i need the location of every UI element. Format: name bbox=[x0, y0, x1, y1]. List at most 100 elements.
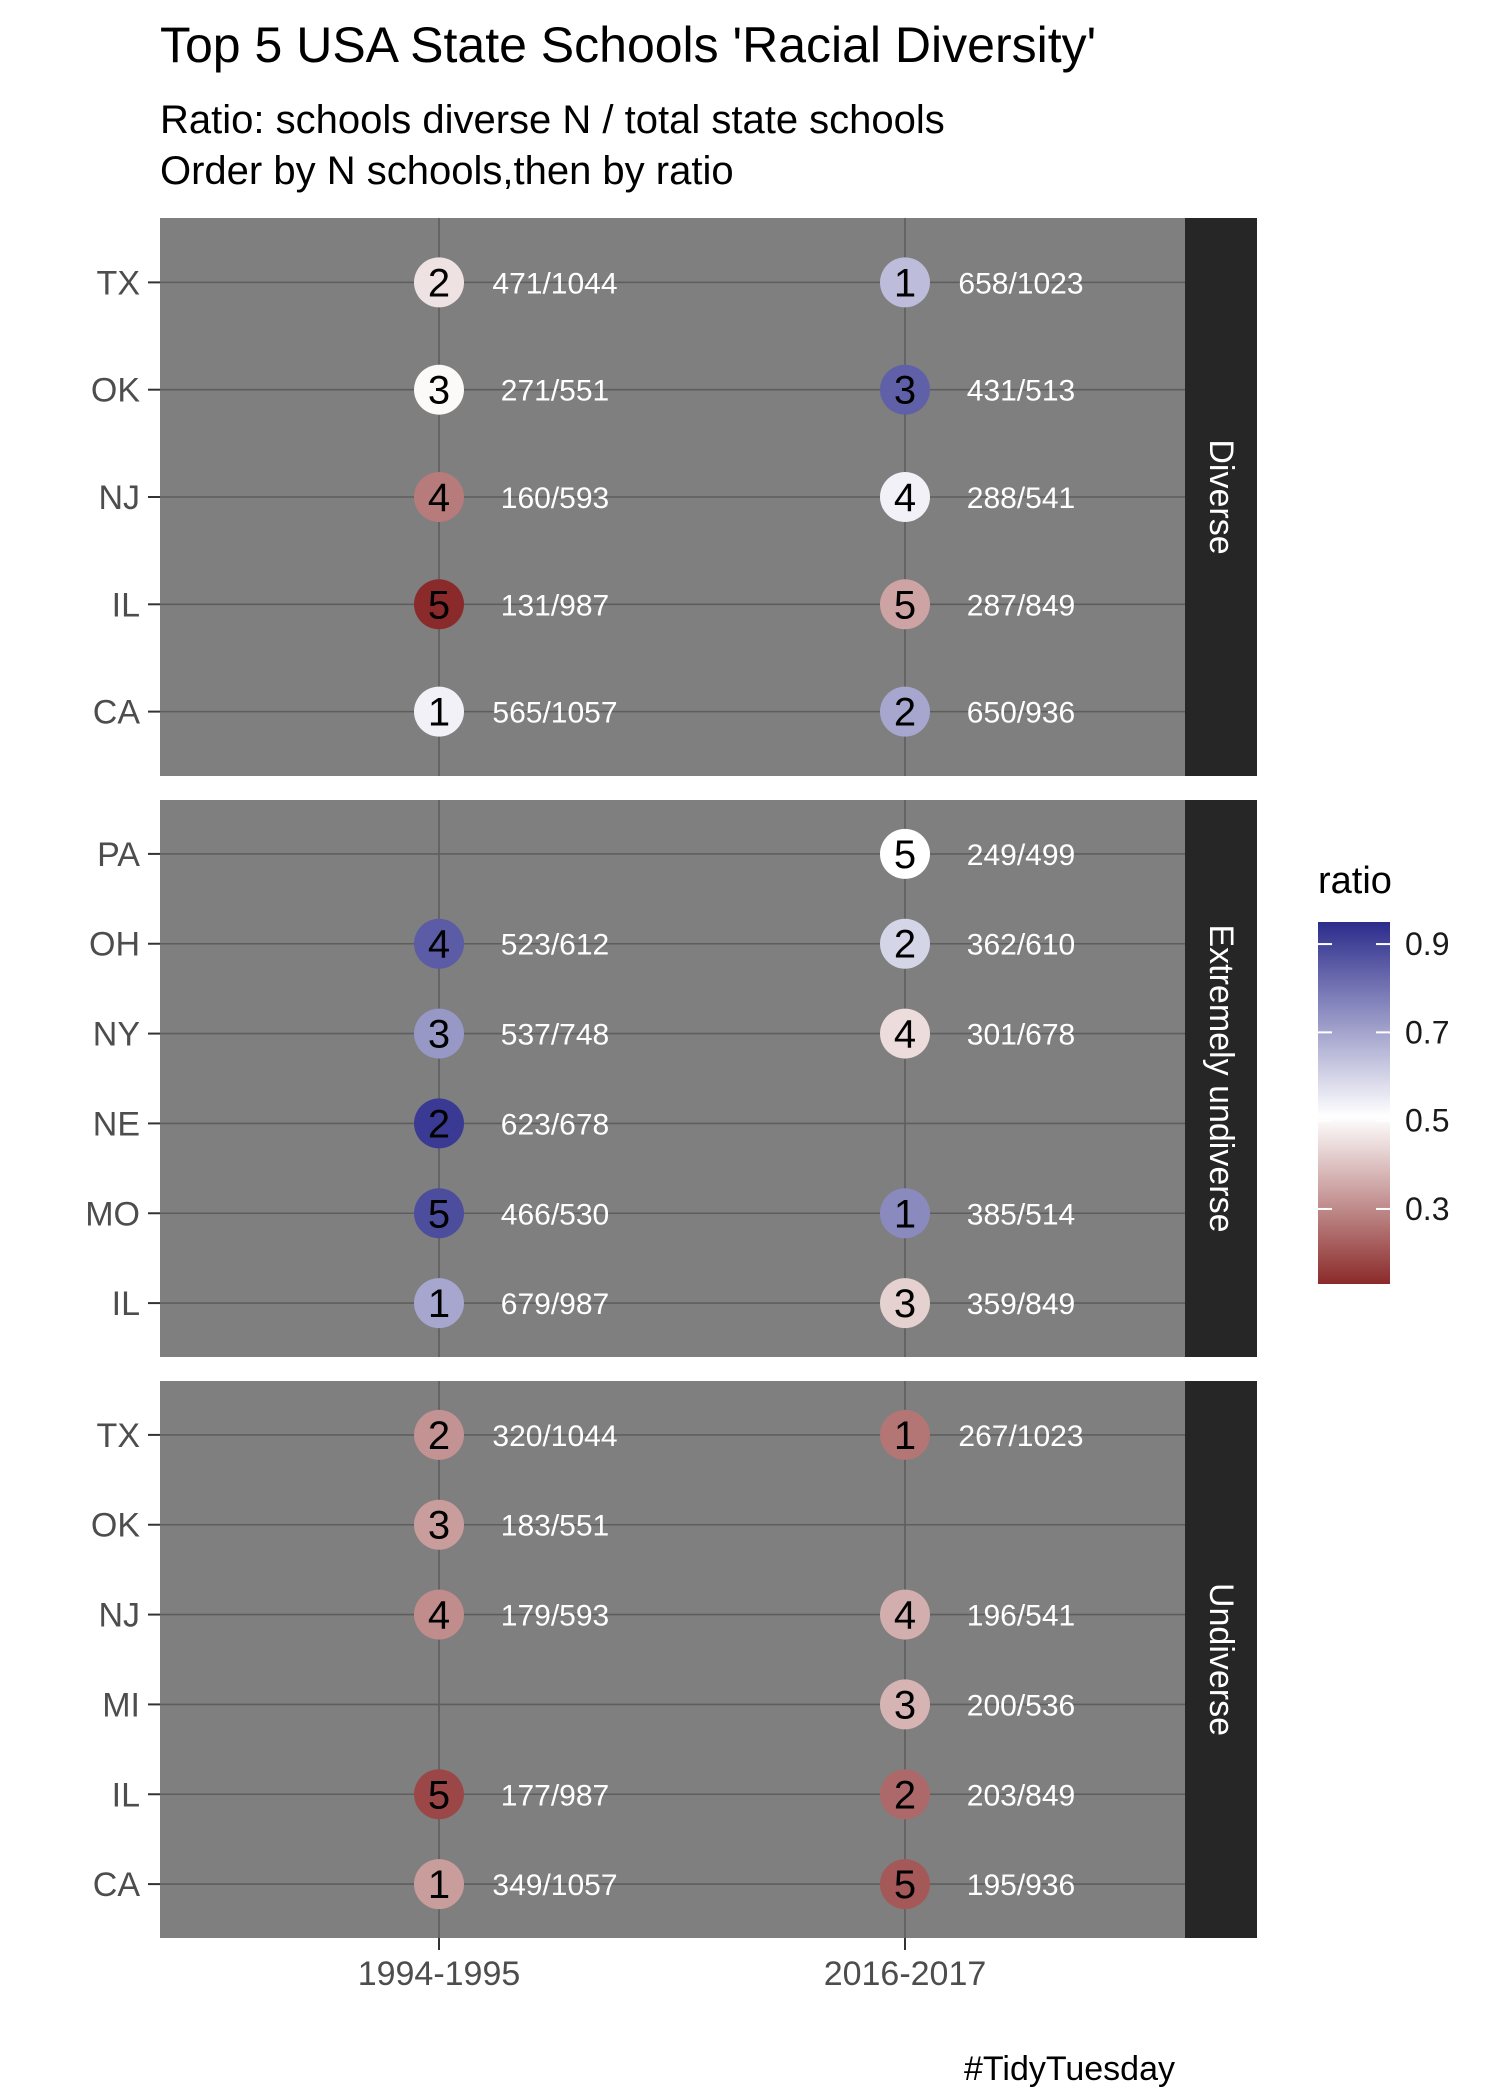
y-tick-label-ok: OK bbox=[91, 372, 140, 410]
point-il-1994-1995 bbox=[414, 579, 464, 630]
point-tx-1994-1995 bbox=[414, 257, 464, 308]
value-label-ok-1994-1995: 183/551 bbox=[501, 1510, 609, 1543]
facet-strip bbox=[1185, 218, 1257, 776]
value-label-il-1994-1995: 177/987 bbox=[501, 1779, 609, 1812]
facet-strip-label: Undiverse bbox=[1202, 1583, 1240, 1736]
y-tick-label-oh: OH bbox=[89, 926, 140, 964]
rank-label-nj-2016-2017: 4 bbox=[894, 476, 916, 520]
rank-label-mo-2016-2017: 1 bbox=[894, 1192, 916, 1236]
point-tx-2016-2017 bbox=[880, 257, 930, 308]
y-tick-label-mi: MI bbox=[102, 1686, 140, 1724]
value-label-ne-1994-1995: 623/678 bbox=[501, 1108, 609, 1141]
value-label-mi-2016-2017: 200/536 bbox=[967, 1689, 1075, 1722]
chart-title: Top 5 USA State Schools 'Racial Diversit… bbox=[160, 17, 1096, 73]
rank-label-oh-2016-2017: 2 bbox=[894, 923, 916, 967]
x-axis: 1994-1995 2016-2017 bbox=[358, 1938, 987, 1993]
chart-subtitle-line-1: Ratio: schools diverse N / total state s… bbox=[160, 98, 945, 142]
panel-background bbox=[160, 800, 1185, 1357]
rank-label-ca-2016-2017: 5 bbox=[894, 1863, 916, 1907]
point-il-2016-2017 bbox=[880, 579, 930, 630]
point-ca-2016-2017 bbox=[880, 686, 930, 737]
rank-label-nj-2016-2017: 4 bbox=[894, 1594, 916, 1638]
facet-strip-label: Extremely undiverse bbox=[1202, 924, 1240, 1232]
point-oh-2016-2017 bbox=[880, 918, 930, 969]
rank-label-tx-2016-2017: 1 bbox=[894, 261, 916, 305]
rank-label-nj-1994-1995: 4 bbox=[428, 1594, 450, 1638]
value-label-nj-1994-1995: 160/593 bbox=[501, 482, 609, 515]
rank-label-ok-1994-1995: 3 bbox=[428, 1504, 450, 1548]
y-tick-label-il: IL bbox=[112, 586, 140, 624]
y-tick-label-tx: TX bbox=[97, 1417, 140, 1455]
chart-subtitle-line-2: Order by N schools,then by ratio bbox=[160, 149, 734, 193]
rank-label-ny-2016-2017: 4 bbox=[894, 1013, 916, 1057]
facet-strip-label: Diverse bbox=[1202, 439, 1240, 554]
rank-label-pa-2016-2017: 5 bbox=[894, 833, 916, 877]
chart-caption: #TidyTuesday bbox=[964, 2050, 1175, 2088]
rank-label-il-1994-1995: 5 bbox=[428, 583, 450, 627]
point-ca-2016-2017 bbox=[880, 1859, 930, 1910]
value-label-oh-2016-2017: 362/610 bbox=[967, 929, 1075, 962]
panel-background bbox=[160, 1381, 1185, 1938]
rank-label-ok-1994-1995: 3 bbox=[428, 369, 450, 413]
facet-diverse: CA IL NJ OK TX Diverse 2 471/1044 3 271/551 4 160/5… bbox=[91, 218, 1257, 776]
value-label-ca-2016-2017: 195/936 bbox=[967, 1869, 1075, 1902]
point-nj-1994-1995 bbox=[414, 472, 464, 522]
rank-label-il-1994-1995: 1 bbox=[428, 1282, 450, 1326]
y-tick-label-ny: NY bbox=[93, 1016, 140, 1054]
y-tick-label-ne: NE bbox=[93, 1105, 140, 1143]
rank-label-ca-1994-1995: 1 bbox=[428, 691, 450, 735]
point-il-2016-2017 bbox=[880, 1769, 930, 1820]
rank-label-ca-1994-1995: 1 bbox=[428, 1863, 450, 1907]
x-tick-label-2016-2017: 2016-2017 bbox=[824, 1955, 987, 1993]
point-il-2016-2017 bbox=[880, 1278, 930, 1329]
y-tick-label-pa: PA bbox=[97, 836, 140, 874]
legend-tick-label-0-7: 0.7 bbox=[1405, 1014, 1449, 1050]
value-label-il-2016-2017: 287/849 bbox=[967, 589, 1075, 622]
value-label-tx-1994-1995: 471/1044 bbox=[492, 267, 617, 300]
rank-label-tx-1994-1995: 2 bbox=[428, 261, 450, 305]
value-label-nj-2016-2017: 288/541 bbox=[967, 482, 1075, 515]
value-label-oh-1994-1995: 523/612 bbox=[501, 929, 609, 962]
rank-label-il-2016-2017: 5 bbox=[894, 583, 916, 627]
point-mo-1994-1995 bbox=[414, 1188, 464, 1239]
legend-colorbar bbox=[1318, 922, 1390, 1284]
value-label-il-1994-1995: 131/987 bbox=[501, 589, 609, 622]
rank-label-tx-1994-1995: 2 bbox=[428, 1414, 450, 1458]
y-tick-label-tx: TX bbox=[97, 264, 140, 302]
value-label-ca-1994-1995: 349/1057 bbox=[492, 1869, 617, 1902]
legend-title: ratio bbox=[1318, 860, 1392, 902]
rank-label-oh-1994-1995: 4 bbox=[428, 923, 450, 967]
value-label-mo-2016-2017: 385/514 bbox=[967, 1198, 1075, 1231]
value-label-ca-1994-1995: 565/1057 bbox=[492, 697, 617, 730]
facet-strip bbox=[1185, 1381, 1257, 1938]
rank-label-ca-2016-2017: 2 bbox=[894, 691, 916, 735]
point-ny-1994-1995 bbox=[414, 1008, 464, 1059]
value-label-il-2016-2017: 359/849 bbox=[967, 1288, 1075, 1321]
value-label-ok-1994-1995: 271/551 bbox=[501, 375, 609, 408]
rank-label-ne-1994-1995: 2 bbox=[428, 1102, 450, 1146]
point-nj-2016-2017 bbox=[880, 1589, 930, 1640]
point-nj-2016-2017 bbox=[880, 472, 930, 522]
facet-undiverse: CA IL MI NJ OK TX Undiverse 2 320/1044 3 183/551 4 1… bbox=[91, 1381, 1257, 1938]
legend-tick-label-0-3: 0.3 bbox=[1405, 1191, 1449, 1227]
point-ca-1994-1995 bbox=[414, 1859, 464, 1910]
y-tick-label-il: IL bbox=[112, 1285, 140, 1323]
value-label-tx-1994-1995: 320/1044 bbox=[492, 1420, 617, 1453]
color-legend: ratio 0.9 0.7 0.5 0.3 bbox=[1318, 860, 1449, 1284]
value-label-mo-1994-1995: 466/530 bbox=[501, 1198, 609, 1231]
y-tick-label-il: IL bbox=[112, 1776, 140, 1814]
point-tx-1994-1995 bbox=[414, 1409, 464, 1460]
y-tick-label-mo: MO bbox=[85, 1195, 140, 1233]
facet-extremely-undiverse: IL MO NE NY OH PA Extremely undiverse 4 523/612 3… bbox=[85, 800, 1257, 1357]
rank-label-mi-2016-2017: 3 bbox=[894, 1683, 916, 1727]
legend-ticks: 0.9 0.7 0.5 0.3 bbox=[1318, 926, 1449, 1227]
value-label-ny-2016-2017: 301/678 bbox=[967, 1019, 1075, 1052]
legend-tick-label-0-9: 0.9 bbox=[1405, 926, 1449, 962]
value-label-tx-2016-2017: 267/1023 bbox=[958, 1420, 1083, 1453]
point-ne-1994-1995 bbox=[414, 1098, 464, 1149]
y-tick-label-ca: CA bbox=[93, 694, 141, 732]
point-nj-1994-1995 bbox=[414, 1589, 464, 1640]
value-label-il-1994-1995: 679/987 bbox=[501, 1288, 609, 1321]
rank-label-ok-2016-2017: 3 bbox=[894, 369, 916, 413]
